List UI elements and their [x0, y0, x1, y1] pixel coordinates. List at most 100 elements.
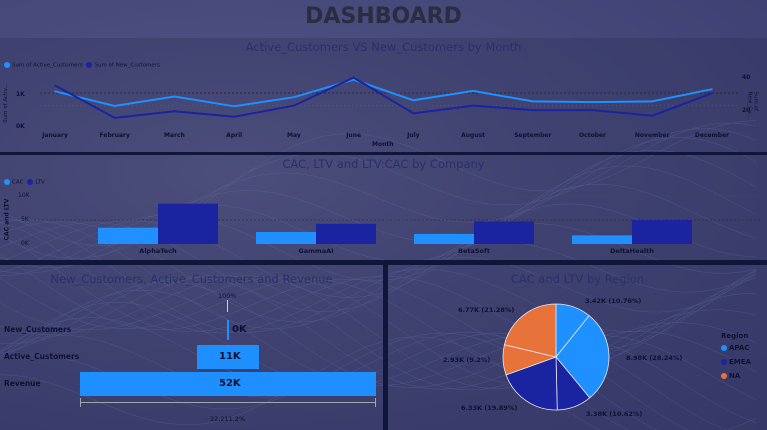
- pie-slice-label: 8.98K (28.24%): [626, 354, 682, 362]
- bar-category-label: DeltaHealth: [610, 247, 654, 255]
- series-line-new: [54, 76, 713, 119]
- dashboard-title: DASHBOARD: [305, 4, 462, 29]
- x-tick-label: June: [345, 132, 361, 139]
- bar-category-label: BetaSoft: [458, 247, 490, 255]
- bar-cac: [572, 235, 632, 244]
- pie-slice-emea: [505, 356, 558, 411]
- data-point: [532, 109, 534, 111]
- bar-category-label: GammaAI: [298, 247, 333, 255]
- data-point: [472, 104, 474, 107]
- pie-legend-item-emea[interactable]: EMEA: [721, 358, 751, 366]
- data-point: [233, 105, 235, 108]
- x-tick-label: January: [41, 132, 68, 139]
- x-tick-label: May: [287, 132, 301, 139]
- line-y-tick: 0K: [16, 123, 25, 130]
- data-point: [711, 88, 713, 90]
- data-point: [591, 101, 594, 103]
- data-point: [113, 117, 116, 119]
- pie-slice-label: 6.33K (19.89%): [461, 404, 517, 412]
- funnel-row-label: Active_Customers: [4, 352, 80, 361]
- x-tick-label: March: [164, 132, 185, 139]
- pie-slice-label: 3.38K (10.62%): [586, 410, 642, 418]
- bar-y-tick: 0K: [21, 240, 29, 247]
- funnel-bottom-tick-right: [375, 398, 376, 407]
- data-point: [412, 112, 415, 115]
- pie-slice-label: 6.77K (21.28%): [458, 306, 514, 314]
- funnel-title: New_Customers, Active_Customers and Reve…: [50, 272, 333, 286]
- section-divider-3: [383, 265, 388, 430]
- section-divider-1: [0, 152, 767, 155]
- data-point: [173, 95, 176, 98]
- x-tick-label: July: [406, 132, 420, 139]
- pie-legend-item-apac[interactable]: APAC: [721, 344, 749, 352]
- funnel-bar[interactable]: [227, 320, 229, 340]
- bar-y-tick: 10K: [18, 192, 30, 199]
- funnel-top-tick: [227, 300, 228, 312]
- x-tick-label: April: [226, 132, 242, 139]
- series-line-active: [54, 78, 713, 108]
- data-point: [113, 105, 116, 107]
- data-point: [293, 104, 295, 107]
- funnel-bottom-percent: 22,211.2%: [210, 415, 246, 423]
- data-point: [412, 99, 415, 102]
- legend-item-ltv[interactable]: LTV: [27, 179, 45, 186]
- x-tick-label: February: [100, 132, 130, 139]
- bar-chart-title: CAC, LTV and LTV:CAC by Company: [282, 157, 485, 171]
- data-point: [532, 100, 534, 103]
- bar-cac: [256, 232, 316, 244]
- funnel-top-percent: 100%: [218, 292, 237, 300]
- section-divider-2: [0, 260, 767, 265]
- pie-title: CAC and LTV by Region: [510, 272, 645, 286]
- funnel-value-label: 11K: [219, 351, 241, 362]
- legend-item-active[interactable]: Sum of Active_Customers: [4, 62, 82, 69]
- pie-slice-label: 3.42K (10.76%): [585, 297, 641, 305]
- data-point: [651, 114, 654, 117]
- funnel-row-label: Revenue: [4, 379, 41, 388]
- data-point: [711, 92, 713, 95]
- pie-legend-title: Region: [721, 332, 749, 340]
- data-point: [54, 90, 56, 93]
- bar-cac: [98, 227, 158, 244]
- bar-ltv: [474, 221, 534, 244]
- bar-cac: [414, 233, 474, 244]
- x-tick-label: November: [635, 132, 670, 139]
- data-point: [591, 109, 594, 111]
- bar-ltv: [158, 203, 218, 244]
- line-y-right-tick: 20: [742, 107, 751, 114]
- bar-y-tick: 5K: [21, 216, 29, 223]
- data-point: [352, 76, 355, 79]
- pie-slice-label: 2.93K (9.2%): [443, 356, 490, 364]
- pie-slice-na: [503, 303, 557, 358]
- data-point: [54, 84, 56, 87]
- data-point: [472, 90, 474, 92]
- funnel-row-label: New_Customers: [4, 325, 72, 334]
- x-tick-label: October: [579, 132, 606, 139]
- data-point: [352, 78, 355, 81]
- bar-ltv: [316, 223, 376, 244]
- funnel-value-label: 0K: [232, 324, 247, 335]
- data-point: [173, 110, 176, 112]
- bar-category-label: AlphaTech: [139, 247, 177, 255]
- x-tick-label: December: [695, 132, 729, 139]
- line-chart-title: Active_Customers VS New_Customers by Mon…: [245, 40, 522, 54]
- pie-legend-item-na[interactable]: NA: [721, 372, 740, 380]
- legend-item-cac[interactable]: CAC: [4, 179, 23, 186]
- pie-slice-apac: [555, 315, 610, 399]
- data-point: [651, 100, 654, 103]
- legend-item-new[interactable]: Sum of New_Customers: [86, 62, 160, 69]
- funnel-bottom-tick-left: [80, 398, 81, 407]
- line-y-right-tick: 40: [742, 74, 751, 81]
- data-point: [233, 116, 235, 118]
- funnel-bar[interactable]: [196, 345, 260, 369]
- bar-ltv: [632, 220, 692, 244]
- x-tick-label: September: [514, 132, 551, 139]
- line-y-tick: 1K: [16, 91, 25, 98]
- data-point: [293, 96, 295, 98]
- line-x-label: Month: [372, 141, 394, 148]
- funnel-bar[interactable]: [80, 372, 376, 396]
- funnel-value-label: 52K: [219, 378, 241, 389]
- line-chart-legend: Sum of Active_Customers Sum of New_Custo…: [4, 62, 160, 69]
